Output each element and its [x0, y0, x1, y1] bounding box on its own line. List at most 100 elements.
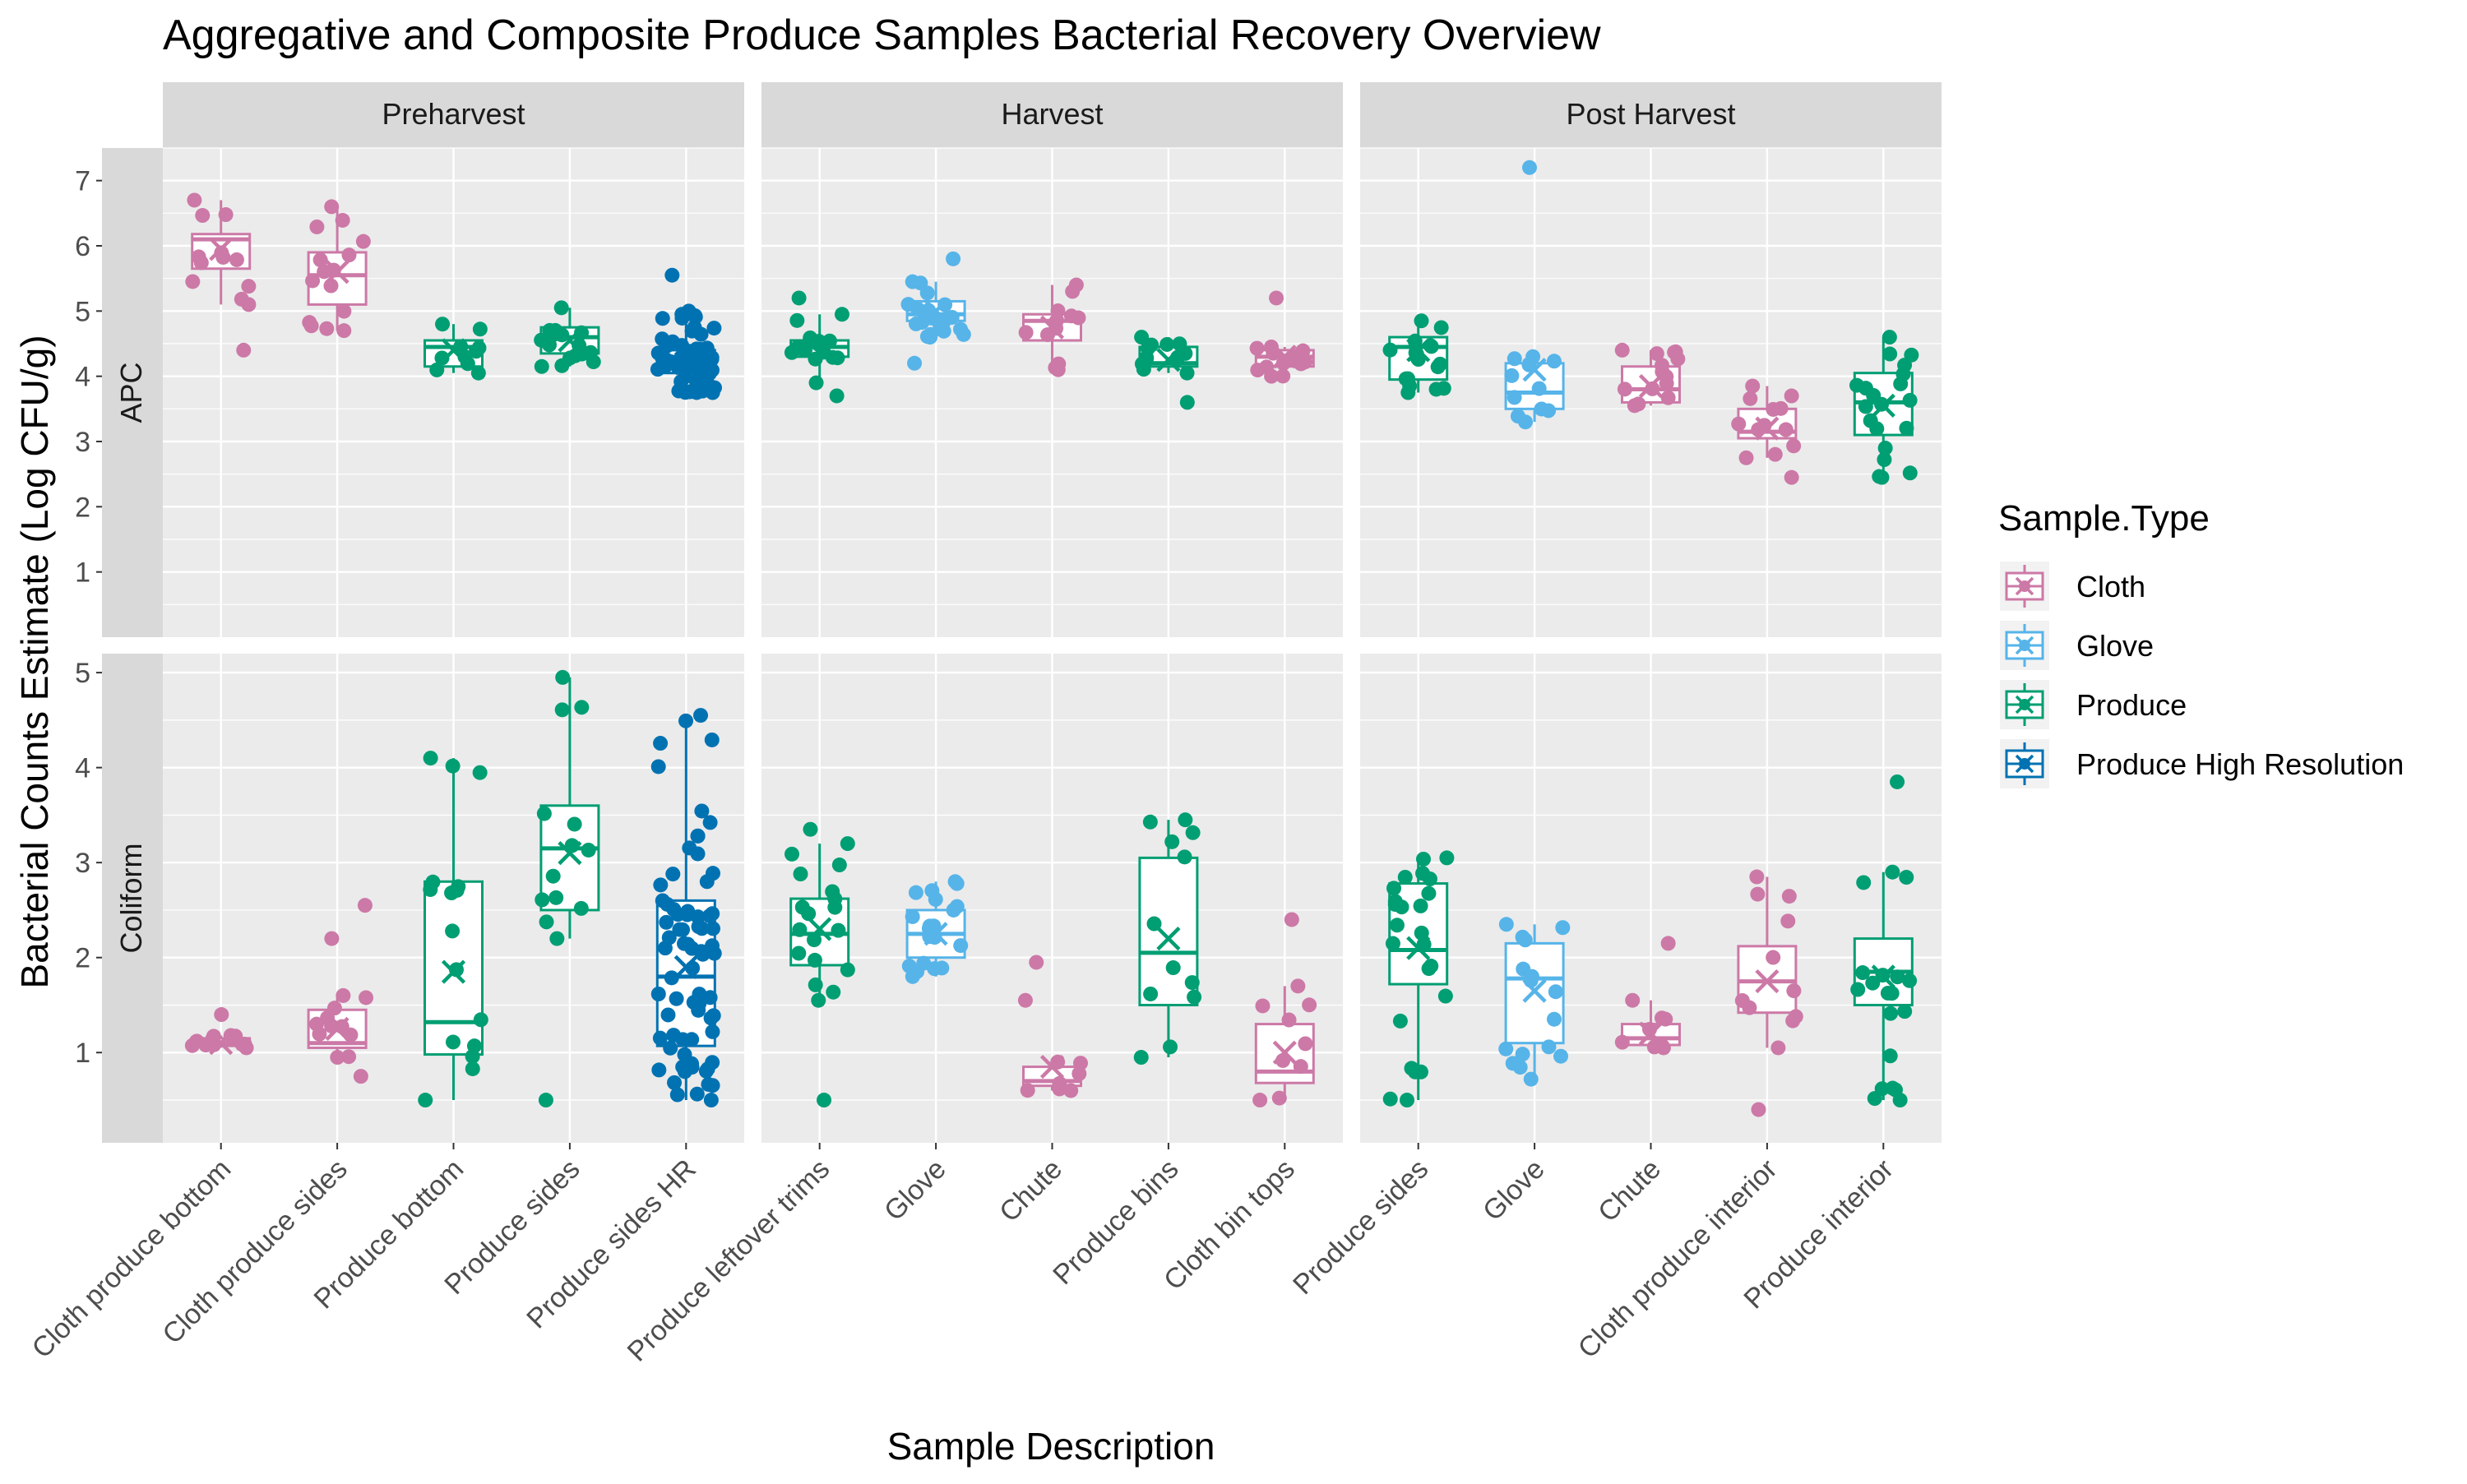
- data-point: [663, 1040, 678, 1056]
- data-point: [691, 1002, 706, 1018]
- data-point: [319, 321, 335, 336]
- data-point: [1018, 325, 1034, 340]
- data-point: [1400, 385, 1416, 400]
- data-point: [655, 893, 670, 908]
- data-point: [1179, 395, 1195, 410]
- data-point: [1902, 465, 1918, 481]
- mean-marker: [1522, 978, 1547, 1003]
- box-group: [1850, 774, 1918, 1108]
- data-point: [1788, 1009, 1803, 1024]
- data-point: [793, 866, 808, 881]
- data-point: [1437, 988, 1453, 1004]
- data-point: [702, 990, 718, 1006]
- data-point: [1507, 351, 1522, 367]
- data-point: [704, 732, 720, 747]
- data-point: [1660, 936, 1676, 951]
- box-group: [1017, 955, 1089, 1098]
- data-point: [1882, 1048, 1898, 1064]
- mean-marker: [673, 955, 698, 979]
- data-point: [792, 922, 808, 937]
- data-point: [1252, 1093, 1268, 1108]
- data-point: [1849, 377, 1865, 393]
- data-point: [650, 759, 666, 774]
- box-group: [1382, 313, 1451, 400]
- box-group: [650, 267, 722, 400]
- y-tick-label: 3: [75, 848, 90, 879]
- facet-strip-label-1: Harvest: [1001, 97, 1103, 131]
- data-point: [434, 350, 450, 366]
- data-point: [1751, 1102, 1766, 1117]
- box-group: [302, 199, 371, 339]
- data-point: [937, 297, 953, 312]
- data-point: [826, 984, 841, 1000]
- box-group: [535, 669, 600, 1108]
- data-point: [1523, 1071, 1539, 1087]
- mean-marker: [209, 237, 234, 261]
- data-point: [1902, 973, 1918, 988]
- data-point: [1525, 349, 1541, 364]
- data-point: [446, 1034, 461, 1050]
- data-point: [652, 1030, 668, 1046]
- data-point: [701, 1076, 716, 1092]
- data-point: [1250, 363, 1266, 378]
- data-point: [341, 247, 357, 263]
- x-tick-label: Chute: [993, 1153, 1068, 1228]
- data-point: [545, 868, 561, 884]
- y-tick-label: 3: [75, 427, 90, 458]
- data-point: [1784, 388, 1799, 404]
- data-point: [1902, 392, 1918, 408]
- data-point: [907, 355, 923, 371]
- mean-marker: [209, 1031, 234, 1056]
- data-point: [1164, 834, 1180, 849]
- box-group: [307, 898, 374, 1084]
- data-point: [1555, 920, 1571, 936]
- data-point: [341, 1049, 357, 1065]
- box-group: [1382, 850, 1455, 1108]
- data-point: [946, 902, 961, 918]
- mean-marker: [1638, 373, 1664, 399]
- data-point: [1882, 346, 1898, 362]
- data-point: [423, 751, 438, 766]
- data-point: [326, 1001, 342, 1016]
- data-point: [791, 290, 807, 306]
- mean-marker: [923, 922, 948, 946]
- data-point: [536, 806, 552, 821]
- data-point: [650, 362, 665, 377]
- data-point: [1877, 452, 1892, 468]
- mean-marker: [1755, 969, 1780, 994]
- data-point: [1784, 469, 1799, 485]
- data-point: [1885, 1080, 1900, 1096]
- data-point: [677, 1047, 692, 1062]
- data-point: [573, 900, 589, 916]
- data-point: [472, 321, 488, 337]
- data-point: [655, 311, 670, 326]
- data-point: [678, 713, 694, 728]
- box-group: [901, 874, 969, 984]
- data-point: [1382, 342, 1398, 358]
- mean-marker: [441, 338, 466, 363]
- data-point: [353, 1069, 368, 1084]
- data-point: [549, 931, 565, 946]
- data-point: [840, 962, 855, 978]
- data-point: [669, 991, 684, 1006]
- data-point: [671, 383, 687, 399]
- data-point: [1874, 469, 1890, 485]
- data-point: [905, 908, 920, 924]
- y-tick-label: 4: [75, 362, 90, 393]
- data-point: [1415, 851, 1431, 867]
- legend-key-mean: [2015, 576, 2034, 596]
- data-point: [659, 914, 674, 930]
- data-point: [1515, 1047, 1530, 1062]
- data-point: [698, 1063, 714, 1079]
- data-point: [336, 323, 352, 339]
- data-point: [1899, 420, 1914, 436]
- box-group: [534, 300, 601, 374]
- data-point: [1742, 1000, 1757, 1015]
- data-point: [1382, 1091, 1398, 1107]
- legend-key-mean: [2015, 636, 2034, 655]
- data-point: [1063, 1083, 1079, 1098]
- legend-key-mean: [2015, 754, 2034, 774]
- data-point: [693, 708, 709, 724]
- data-point: [953, 321, 969, 337]
